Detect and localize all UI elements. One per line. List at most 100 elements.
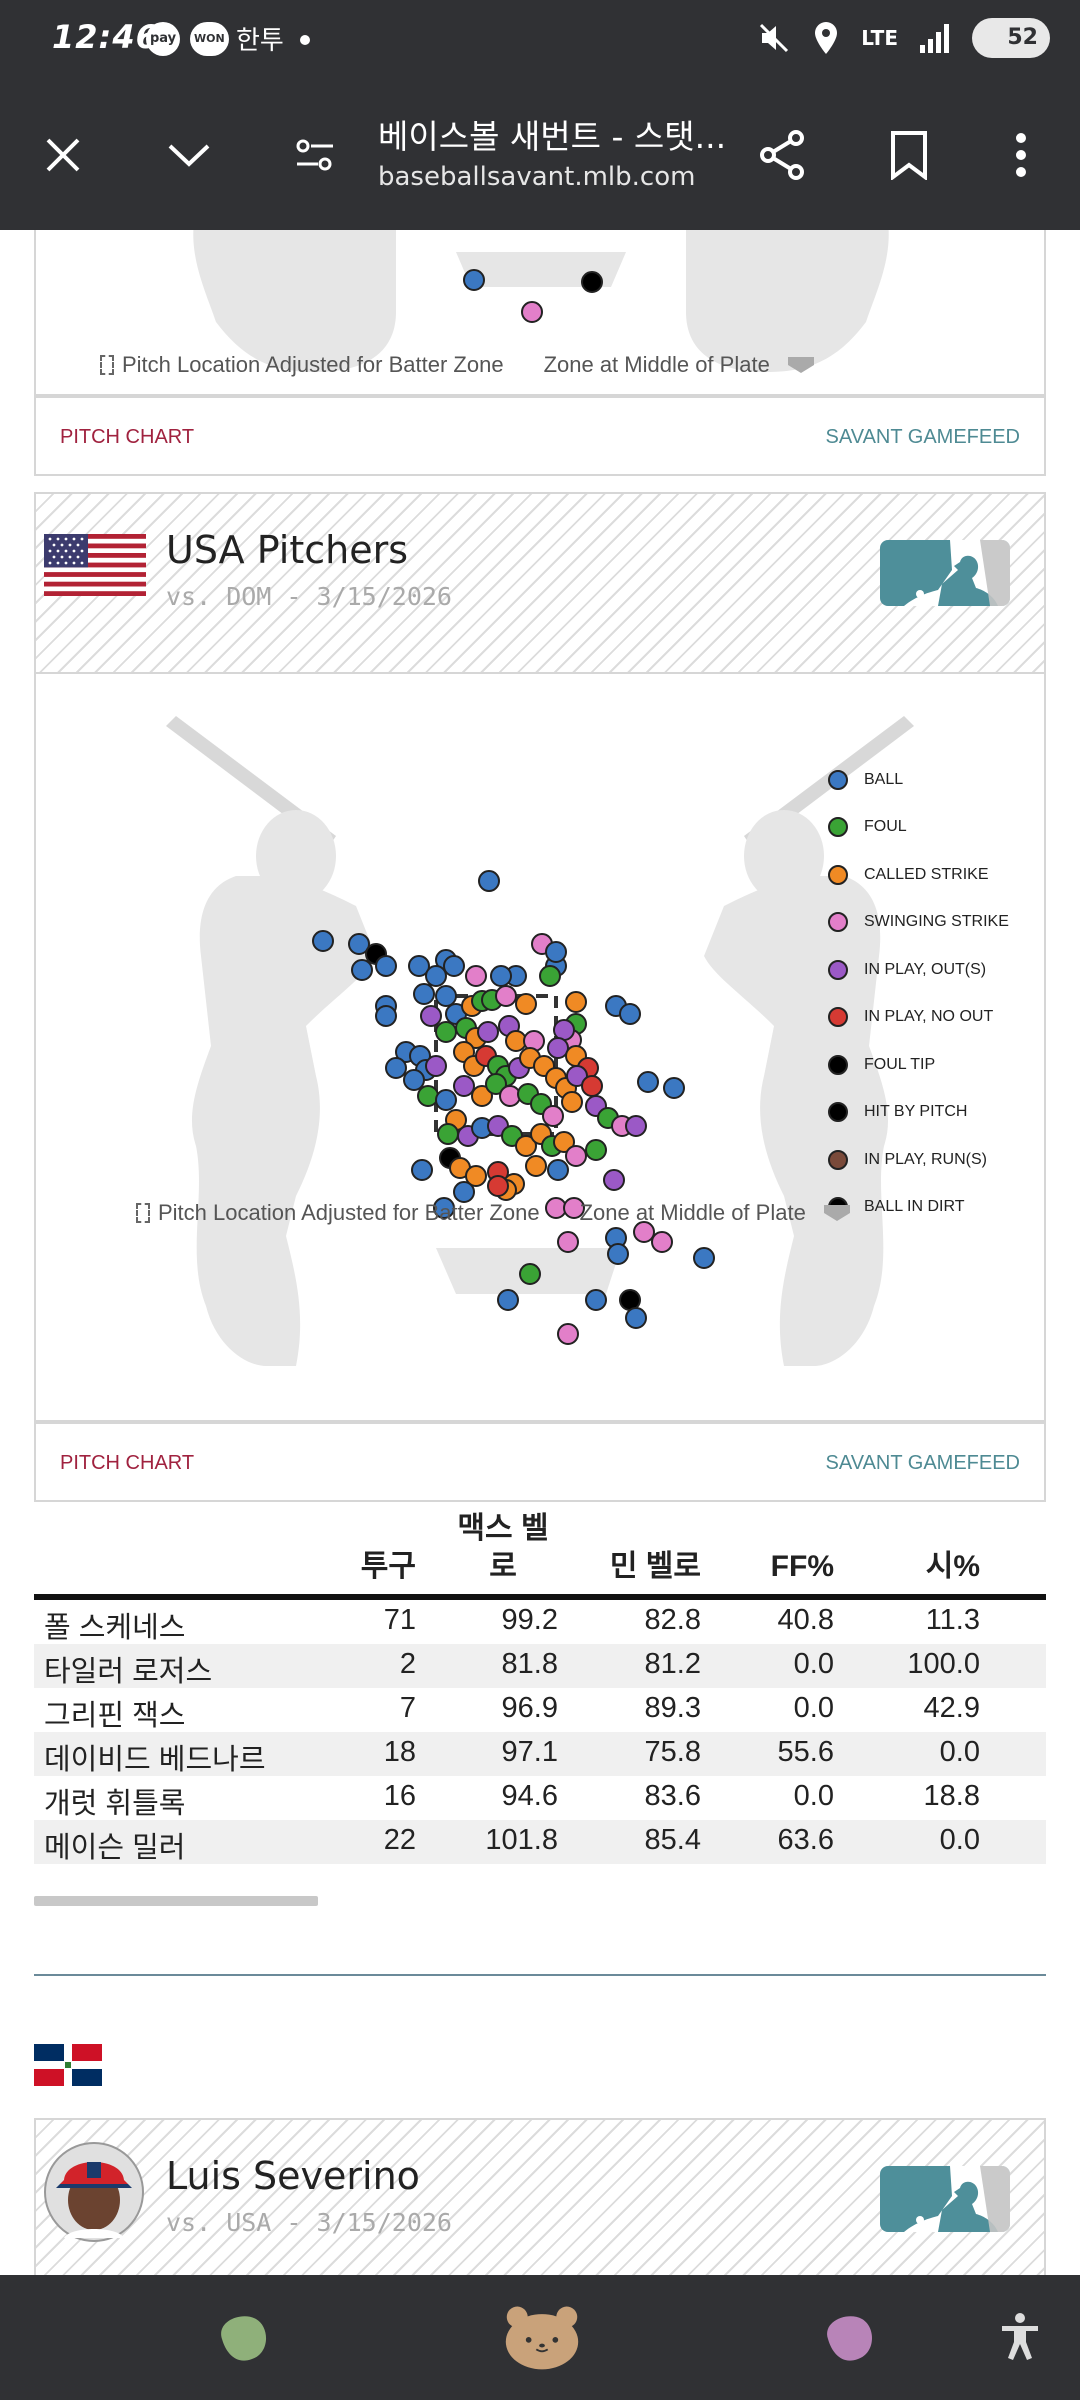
pitch-dot[interactable] — [495, 985, 517, 1007]
pitch-dot[interactable] — [557, 1323, 579, 1345]
col-header-ff-pct[interactable]: FF% — [770, 1550, 834, 1583]
pitch-dot[interactable] — [521, 301, 543, 323]
pitch-chart-link[interactable]: PITCH CHART — [60, 426, 195, 448]
table-row[interactable]: 그리핀 잭스 7 96.9 89.3 0.0 42.9 — [34, 1688, 1046, 1732]
pitch-dot[interactable] — [566, 1065, 588, 1087]
pitch-dot[interactable] — [413, 983, 435, 1005]
pitcher-name[interactable]: 그리핀 잭스 — [44, 1700, 186, 1732]
table-horizontal-scrollbar[interactable] — [34, 1896, 318, 1906]
pitch-dot[interactable] — [545, 941, 567, 963]
table-row[interactable]: 데이비드 베드나르 18 97.1 75.8 55.6 0.0 — [34, 1732, 1046, 1776]
pitch-chart-link[interactable]: PITCH CHART — [60, 1452, 195, 1474]
col-header-pitches[interactable]: 투구 — [360, 1550, 416, 1583]
pitch-dot[interactable] — [417, 1085, 439, 1107]
pitch-dot[interactable] — [525, 1155, 547, 1177]
share-button[interactable] — [748, 120, 818, 190]
pitch-dot[interactable] — [547, 1159, 569, 1181]
pitch-dot[interactable] — [433, 1197, 455, 1219]
col-header-si-pct[interactable]: 시% — [925, 1550, 980, 1583]
pitch-dot[interactable] — [385, 1057, 407, 1079]
pitch-dot[interactable] — [585, 1289, 607, 1311]
savant-gamefeed-link[interactable]: SAVANT GAMEFEED — [825, 1452, 1020, 1474]
close-tab-button[interactable] — [28, 120, 98, 190]
pitch-dot[interactable] — [607, 1243, 629, 1265]
pitch-dot[interactable] — [375, 955, 397, 977]
pitch-dot[interactable] — [553, 1131, 575, 1153]
pitch-dot[interactable] — [565, 1145, 587, 1167]
pitch-dot[interactable] — [515, 993, 537, 1015]
savant-gamefeed-link[interactable]: SAVANT GAMEFEED — [825, 426, 1020, 448]
pitch-dot[interactable] — [497, 1289, 519, 1311]
pitcher-name[interactable]: 데이비드 베드나르 — [44, 1744, 266, 1776]
pitch-dot[interactable] — [465, 965, 487, 987]
pitch-dot[interactable] — [625, 1307, 647, 1329]
pitch-dot[interactable] — [553, 1019, 575, 1041]
pitch-dot[interactable] — [408, 955, 430, 977]
pitch-dot[interactable] — [312, 930, 334, 952]
pitch-dot[interactable] — [478, 870, 500, 892]
pitch-dot[interactable] — [465, 1165, 487, 1187]
pitch-dot[interactable] — [477, 1021, 499, 1043]
nav-green-bean-button[interactable] — [202, 2297, 282, 2377]
pitcher-name[interactable]: 메이슨 밀러 — [44, 1832, 186, 1864]
pitch-dot[interactable] — [633, 1221, 655, 1243]
pitch-dot[interactable] — [437, 1123, 459, 1145]
pitch-dot[interactable] — [542, 1105, 564, 1127]
pitch-dot[interactable] — [435, 1089, 457, 1111]
pitch-dot[interactable] — [463, 269, 485, 291]
table-row[interactable]: 개럿 휘틀록 16 94.6 83.6 0.0 18.8 — [34, 1776, 1046, 1820]
pitch-dot[interactable] — [585, 1139, 607, 1161]
pitch-dot[interactable] — [563, 1197, 585, 1219]
pitch-dot[interactable] — [603, 1169, 625, 1191]
pitch-dot[interactable] — [663, 1077, 685, 1099]
pitcher-name[interactable]: 폴 스케네스 — [44, 1612, 186, 1644]
pitch-dot[interactable] — [453, 1181, 475, 1203]
pitch-dot[interactable] — [420, 1005, 442, 1027]
pitch-dot[interactable] — [453, 1075, 475, 1097]
pitch-dot[interactable] — [547, 1037, 569, 1059]
nav-purple-bean-button[interactable] — [808, 2297, 888, 2377]
nav-bear-button[interactable] — [502, 2297, 582, 2377]
pitch-dot[interactable] — [435, 1021, 457, 1043]
pitch-dot[interactable] — [619, 1003, 641, 1025]
pitch-dot[interactable] — [351, 959, 373, 981]
pitch-dot[interactable] — [435, 985, 457, 1007]
pitch-dot[interactable] — [625, 1115, 647, 1137]
pitch-dot[interactable] — [561, 1091, 583, 1113]
pitcher-name[interactable]: 타일러 로저스 — [44, 1656, 213, 1688]
pitch-dot[interactable] — [499, 1085, 521, 1107]
table-row[interactable]: 메이슨 밀러 22 101.8 85.4 63.6 0.0 — [34, 1820, 1046, 1864]
pitch-dot[interactable] — [425, 965, 447, 987]
col-header-max-velo[interactable]: 맥스 벨로 — [457, 1512, 549, 1583]
pitch-dot[interactable] — [515, 1135, 537, 1157]
pitch-dot[interactable] — [581, 1075, 603, 1097]
pitch-dot[interactable] — [565, 991, 587, 1013]
col-header-min-velo[interactable]: 민 벨로 — [609, 1550, 701, 1583]
table-row[interactable]: 폴 스케네스 71 99.2 82.8 40.8 11.3 — [34, 1600, 1046, 1644]
pitch-dot[interactable] — [375, 1005, 397, 1027]
site-settings-button[interactable] — [280, 120, 350, 190]
pitch-dot[interactable] — [485, 1073, 507, 1095]
pitch-dot[interactable] — [487, 1175, 509, 1197]
pitch-dot[interactable] — [619, 1289, 641, 1311]
pitch-dot[interactable] — [403, 1069, 425, 1091]
page-title[interactable]: 베이스볼 새번트 - 스탯... — [378, 117, 727, 156]
pitch-dot[interactable] — [651, 1231, 673, 1253]
pitch-dot[interactable] — [490, 965, 512, 987]
pitch-dot[interactable] — [519, 1263, 541, 1285]
pitch-dot[interactable] — [637, 1071, 659, 1093]
more-menu-button[interactable] — [986, 120, 1056, 190]
pitch-dot[interactable] — [539, 965, 561, 987]
pitch-dot[interactable] — [425, 1055, 447, 1077]
table-row[interactable]: 타일러 로저스 2 81.8 81.2 0.0 100.0 — [34, 1644, 1046, 1688]
pitch-dot[interactable] — [443, 955, 465, 977]
page-url[interactable]: baseballsavant.mlb.com — [378, 162, 696, 192]
pitch-dot[interactable] — [557, 1231, 579, 1253]
pitch-dot[interactable] — [693, 1247, 715, 1269]
collapse-button[interactable] — [154, 120, 224, 190]
pitch-dot[interactable] — [348, 933, 370, 955]
pitch-dot[interactable] — [411, 1159, 433, 1181]
accessibility-button[interactable] — [980, 2297, 1060, 2377]
pitcher-name[interactable]: 개럿 휘틀록 — [44, 1788, 186, 1820]
pitch-dot[interactable] — [471, 1085, 493, 1107]
